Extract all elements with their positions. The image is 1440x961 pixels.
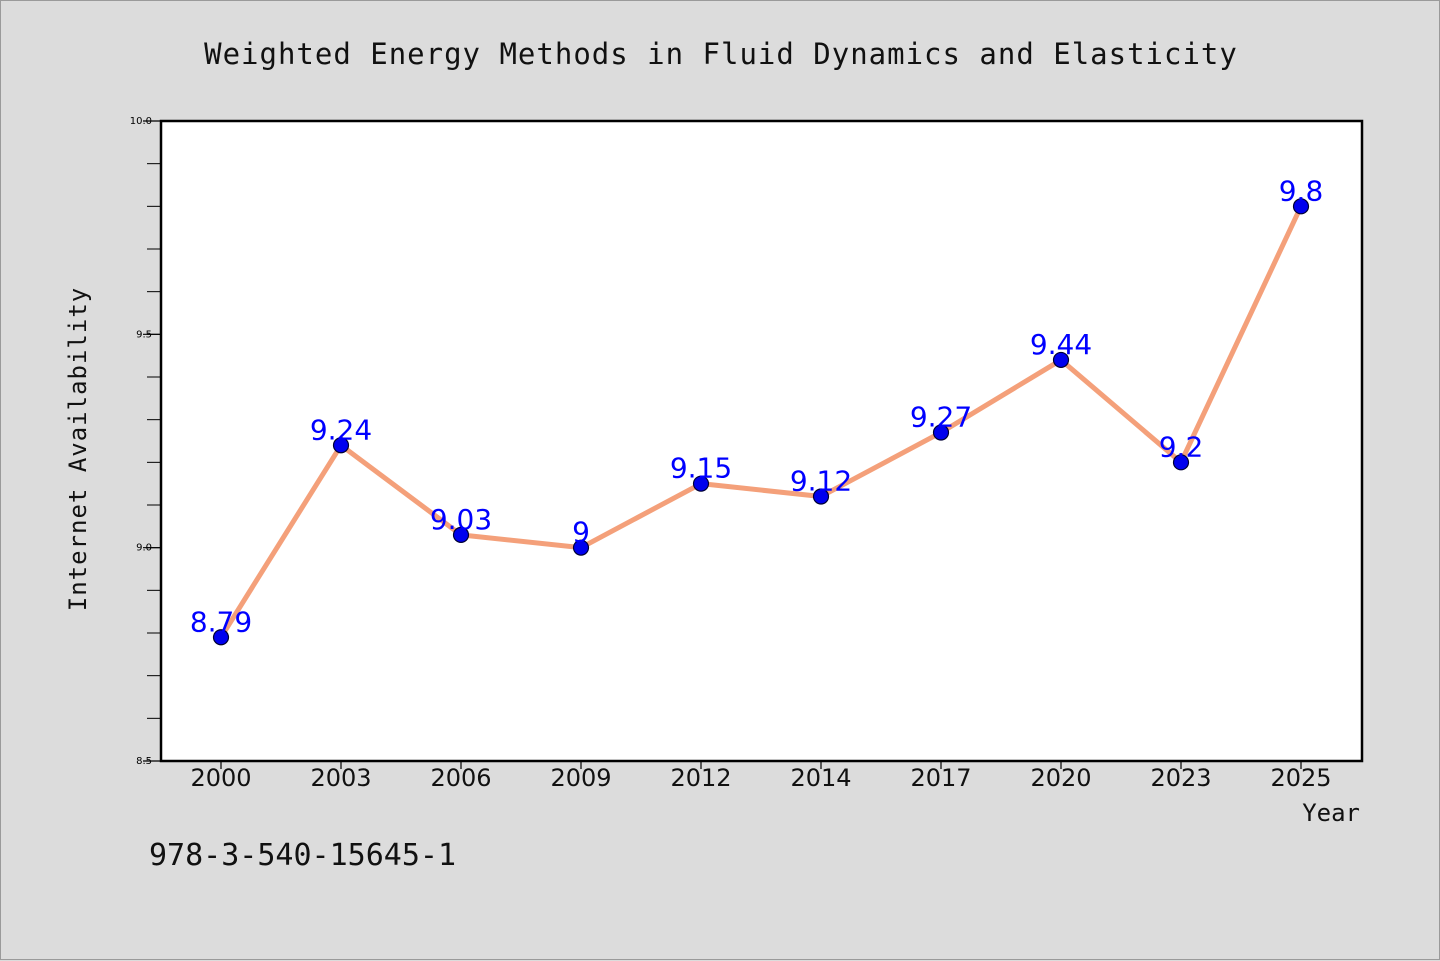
y-minor-ticks: [147, 120, 161, 762]
data-label: 9.03: [430, 503, 492, 536]
x-tick-label: 2014: [790, 764, 851, 792]
data-point: [692, 475, 710, 492]
x-tick-label: 2020: [1030, 764, 1091, 792]
data-point: [1052, 351, 1070, 369]
x-tick-label: 2006: [430, 764, 491, 792]
data-label: 9.8: [1279, 174, 1324, 207]
x-tick-label: 2009: [550, 764, 611, 792]
x-axis-ticks: 2000 2003 2006 2009 2012 2014 2017 2020 2023 2025: [190, 761, 1332, 792]
data-label: 9.2: [1159, 430, 1204, 463]
x-tick-label: 2003: [310, 764, 371, 792]
y-tick-label: 8.5: [136, 756, 152, 767]
x-tick-label: 2017: [910, 764, 971, 792]
data-point: [1292, 198, 1310, 215]
data-point: [332, 437, 350, 454]
data-label: 9.12: [790, 464, 852, 497]
x-tick-label: 2023: [1150, 764, 1211, 792]
data-point: [212, 629, 230, 646]
isbn-text: 978-3-540-15645-1: [149, 838, 456, 873]
plot-area: [159, 119, 1364, 763]
chart-title: Weighted Energy Methods in Fluid Dynamic…: [204, 37, 1238, 71]
y-axis-ticks: 8.5 9.0 9.5 10.0: [130, 116, 161, 767]
data-label: 9: [572, 516, 590, 549]
data-label: 9.15: [670, 452, 732, 485]
data-label: 9.24: [310, 413, 372, 446]
y-tick-label: 9.0: [136, 543, 152, 554]
data-point: [932, 424, 950, 441]
series-line-group: [218, 203, 1304, 640]
data-point: [1172, 454, 1190, 471]
data-label: 9.27: [910, 400, 972, 433]
x-tick-label: 2000: [190, 764, 251, 792]
x-tick-label: 2025: [1270, 764, 1331, 792]
series-markers: [212, 198, 1310, 646]
data-label: 9.44: [1030, 328, 1092, 361]
y-tick-label: 9.5: [136, 329, 152, 340]
data-label: 8.79: [190, 605, 252, 638]
data-point: [572, 539, 590, 556]
y-tick-label: 10.0: [130, 116, 152, 127]
series-line: [218, 203, 1304, 640]
data-point: [452, 526, 470, 543]
x-tick-label: 2012: [670, 764, 731, 792]
y-axis-label: Internet Availability: [64, 287, 92, 611]
x-axis-label: Year: [1302, 799, 1360, 827]
data-labels: 8.79 9.24 9.03 9 9.15 9.12 9.27 9.44 9.2 9.8: [190, 174, 1323, 638]
data-point: [812, 488, 830, 505]
